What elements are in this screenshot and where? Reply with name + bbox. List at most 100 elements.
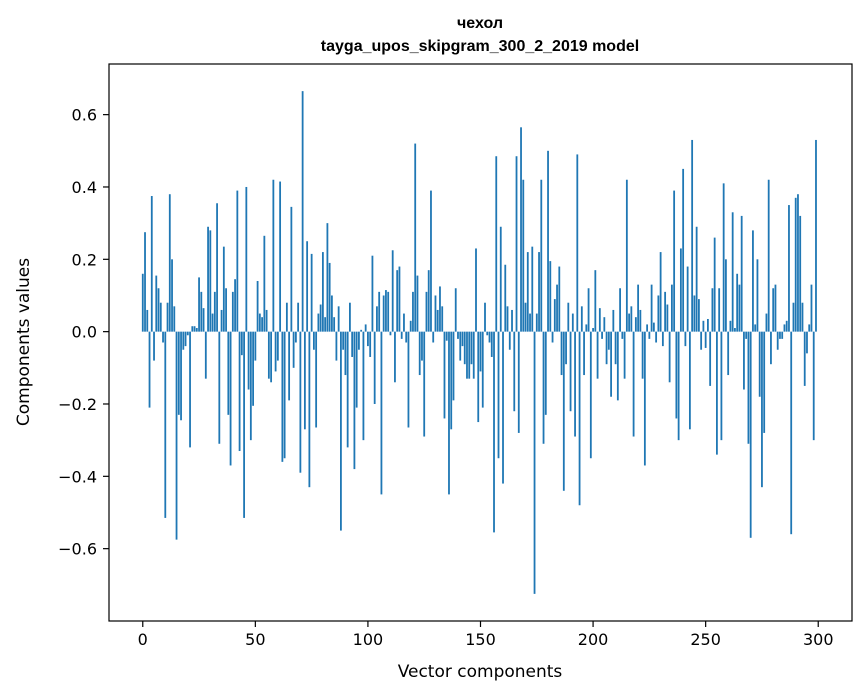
bar (254, 331, 257, 361)
bar (788, 205, 790, 332)
bar (256, 281, 259, 332)
bar (166, 302, 169, 332)
bar (306, 241, 309, 332)
bar (767, 179, 770, 332)
bar (481, 331, 484, 408)
bar (553, 299, 556, 332)
bar (499, 226, 502, 332)
bar (236, 190, 239, 332)
bar (396, 270, 399, 332)
bar (191, 326, 194, 332)
bar (204, 331, 207, 379)
bar (763, 331, 766, 433)
bar (585, 324, 588, 332)
bar (267, 331, 270, 379)
bar (220, 309, 223, 332)
bar (664, 291, 667, 332)
bar (362, 331, 365, 441)
bar (153, 331, 155, 361)
bar (679, 248, 682, 332)
bar (177, 331, 180, 415)
bar (400, 331, 403, 339)
bar (754, 324, 757, 332)
bar (290, 206, 293, 332)
bar (308, 331, 311, 488)
bar (630, 306, 633, 332)
bar (229, 331, 232, 466)
bar (337, 306, 340, 332)
bar (376, 306, 378, 332)
bar (598, 308, 601, 332)
bar (549, 261, 552, 332)
bar (189, 331, 191, 448)
bar (810, 284, 813, 332)
bar (484, 302, 486, 332)
bar (756, 259, 759, 332)
bar (587, 288, 590, 332)
bar (718, 288, 721, 332)
bar (488, 331, 491, 343)
bar (547, 150, 549, 332)
bar (141, 273, 144, 332)
bar (340, 331, 342, 531)
bar (722, 183, 725, 332)
bar (526, 252, 529, 332)
bar (520, 127, 522, 332)
bar (234, 279, 236, 332)
x-tick-label: 100 (353, 630, 384, 649)
bar (524, 302, 527, 332)
bar (639, 309, 642, 332)
bar (312, 331, 315, 350)
bar (299, 331, 302, 473)
y-tick-label: 0.0 (72, 323, 97, 342)
bar (643, 331, 646, 466)
bar (211, 313, 214, 332)
bar (385, 290, 387, 332)
bar (490, 331, 493, 357)
bar (463, 331, 466, 365)
bar (382, 295, 385, 332)
bar (180, 331, 182, 421)
bar (538, 252, 540, 332)
bar (743, 331, 745, 390)
bar (346, 331, 349, 448)
bar (391, 250, 394, 332)
bar (785, 320, 788, 332)
bar (713, 237, 716, 332)
bar (740, 215, 743, 332)
bar (605, 331, 608, 365)
bar (646, 324, 649, 332)
bar (182, 331, 185, 350)
bar (666, 304, 669, 332)
bar (738, 284, 741, 332)
bar (725, 259, 727, 332)
bar (454, 288, 457, 332)
bar (634, 317, 637, 332)
bar (477, 331, 480, 423)
bar (702, 320, 705, 332)
bar (344, 331, 347, 376)
bar (288, 331, 291, 401)
bar (427, 270, 430, 332)
bar (436, 309, 439, 332)
bar (423, 331, 426, 437)
bars-group (141, 91, 817, 594)
bar (418, 331, 421, 376)
bar (698, 299, 700, 332)
bar (479, 331, 482, 372)
y-axis-ticks: −0.6 −0.4 −0.2 0.0 0.2 0.4 0.6 (58, 106, 109, 559)
bar (301, 91, 304, 332)
bar (452, 331, 455, 401)
bar (283, 331, 286, 459)
bar (747, 331, 750, 444)
bar (321, 252, 324, 332)
bar (315, 331, 318, 428)
y-tick-label: −0.2 (58, 395, 97, 414)
bar (770, 331, 772, 365)
bar (772, 288, 775, 332)
x-tick-label: 50 (245, 630, 265, 649)
bar (272, 179, 275, 332)
bar (594, 270, 597, 332)
bar (493, 331, 495, 533)
